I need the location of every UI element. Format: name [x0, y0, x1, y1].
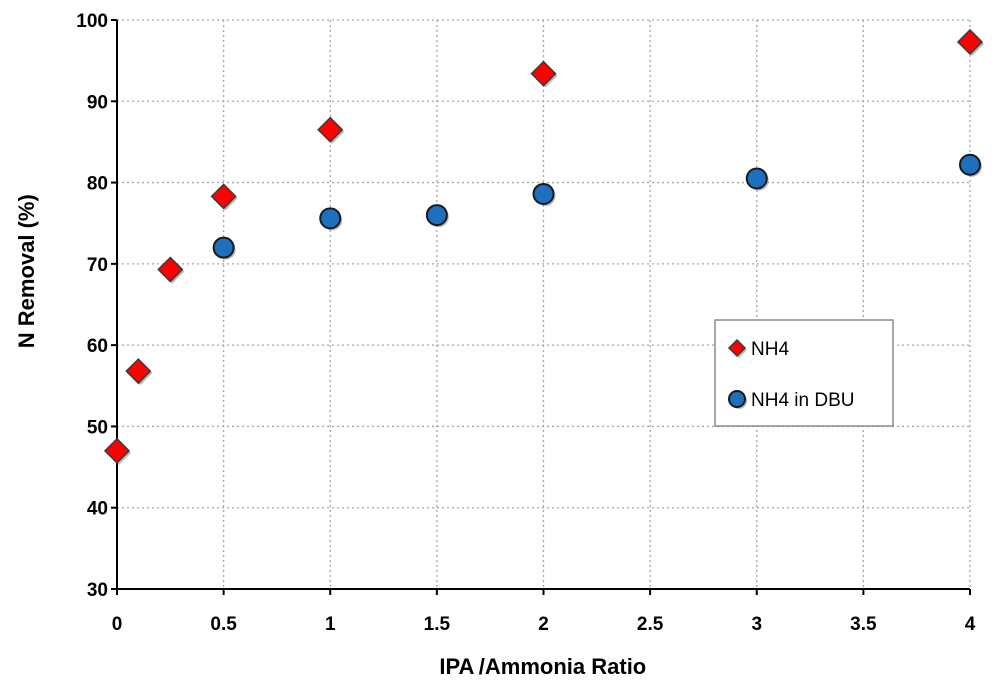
legend-box — [714, 319, 894, 427]
y-tick-label: 70 — [87, 255, 108, 276]
legend-diamond-icon — [727, 338, 747, 358]
legend-label-nh4: NH4 — [751, 339, 789, 360]
y-axis-title: N Removal (%) — [14, 190, 39, 348]
x-tick-label: 2 — [538, 614, 549, 635]
legend-circle-icon — [728, 390, 746, 408]
data-point-nh4 — [157, 256, 184, 283]
data-point-nh4 — [956, 28, 984, 56]
y-tick-label: 30 — [87, 580, 108, 601]
y-tick-label: 80 — [87, 174, 108, 195]
data-point-nh4 — [125, 358, 152, 385]
x-axis-title: IPA /Ammonia Ratio — [439, 654, 650, 679]
y-tick-label: 40 — [87, 499, 108, 520]
legend-marker-nh4 — [727, 338, 747, 358]
legend-label-nh4-in-dbu: NH4 in DBU — [751, 390, 854, 411]
data-point-nh4-in-dbu — [212, 236, 235, 259]
x-tick-label: 1 — [325, 614, 336, 635]
data-point-nh4-in-dbu — [959, 153, 981, 176]
grid-lines — [117, 19, 971, 589]
tick-labels: 30 40 50 60 70 80 90 100 0 0.5 1 1.5 2 2.5 3 3.5 4 — [76, 11, 975, 635]
x-tick-label: 0.5 — [210, 614, 237, 635]
data-point-nh4-in-dbu — [425, 204, 448, 227]
y-tick-label: 50 — [87, 417, 108, 438]
data-point-nh4-in-dbu — [745, 167, 768, 190]
x-tick-label: 0 — [112, 614, 123, 635]
y-tick-label: 60 — [87, 336, 108, 357]
axes — [111, 19, 971, 595]
data-point-nh4-in-dbu — [532, 182, 555, 205]
x-tick-label: 3 — [751, 614, 762, 635]
data-point-nh4 — [317, 116, 344, 143]
x-tick-label: 4 — [965, 614, 976, 635]
data-point-nh4 — [210, 183, 237, 210]
legend-marker-nh4-in-dbu — [728, 390, 747, 409]
legend: NH4 NH4 in DBU — [714, 319, 894, 427]
x-tick-label: 3.5 — [850, 614, 877, 635]
data-point-nh4-in-dbu — [319, 207, 342, 230]
y-tick-label: 90 — [87, 92, 108, 113]
data-points — [103, 28, 984, 465]
y-tick-label: 100 — [76, 11, 108, 32]
x-tick-label: 2.5 — [637, 614, 664, 635]
data-point-nh4 — [530, 60, 557, 87]
x-tick-label: 1.5 — [424, 614, 451, 635]
data-point-nh4 — [103, 437, 131, 464]
